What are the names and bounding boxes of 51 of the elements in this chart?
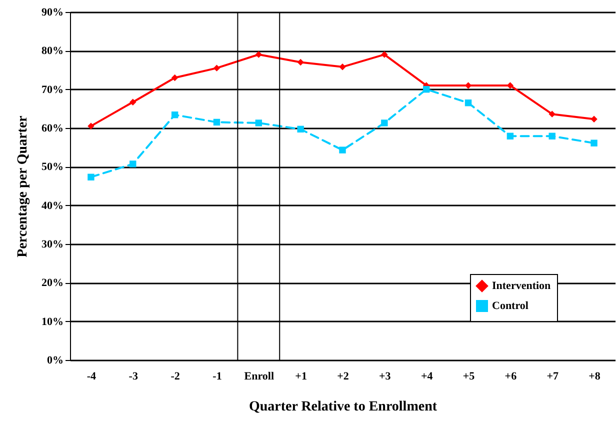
point (548, 132, 556, 140)
point (506, 132, 514, 140)
point (381, 51, 388, 58)
point (339, 146, 346, 154)
y-axis-title: Percentage per Quarter (16, 116, 30, 258)
x-tick-label: Enroll (244, 370, 274, 382)
y-tick-label: 40% (42, 200, 64, 212)
y-tick-label: 20% (42, 277, 64, 290)
point (464, 100, 472, 106)
y-tick-label: 60% (42, 122, 64, 134)
x-tick-label: -1 (212, 370, 222, 382)
x-tick-label: -3 (128, 370, 138, 382)
x-tick-label: +1 (295, 370, 307, 382)
legend-label: Intervention (492, 280, 551, 292)
y-tick-label: 80% (42, 45, 64, 58)
x-tick-label: +5 (462, 370, 476, 382)
point (506, 82, 514, 89)
point (130, 160, 136, 168)
x-tick-label: +4 (420, 370, 434, 382)
point (255, 51, 262, 58)
point (171, 74, 178, 82)
point (339, 64, 346, 70)
point (88, 174, 94, 180)
legend-label: Control (492, 300, 528, 312)
point (590, 116, 598, 122)
point (297, 58, 304, 66)
y-tick-label: 10% (42, 316, 64, 328)
y-tick-label: 0% (47, 354, 64, 366)
x-tick-label: +8 (588, 370, 601, 382)
point (171, 112, 178, 118)
x-axis-title: Quarter Relative to Enrollment (248, 400, 438, 414)
y-tick-label: 30% (42, 238, 64, 250)
point (213, 118, 220, 126)
point (297, 126, 304, 133)
x-tick-label: +3 (379, 370, 392, 382)
x-tick-label: +2 (337, 370, 350, 382)
y-tick-label: 70% (42, 84, 64, 96)
point (255, 120, 262, 126)
point (548, 110, 556, 118)
point (381, 120, 388, 126)
x-tick-label: -4 (86, 370, 97, 382)
point (88, 122, 94, 130)
x-tick-label: +7 (546, 370, 559, 382)
point (213, 64, 220, 72)
y-tick-label: 90% (42, 6, 64, 18)
point (130, 98, 136, 106)
x-tick-label: -2 (170, 370, 180, 382)
y-tick-label: 50% (42, 161, 64, 174)
point (590, 140, 598, 146)
point (422, 86, 430, 93)
x-tick-label: +6 (504, 370, 518, 382)
